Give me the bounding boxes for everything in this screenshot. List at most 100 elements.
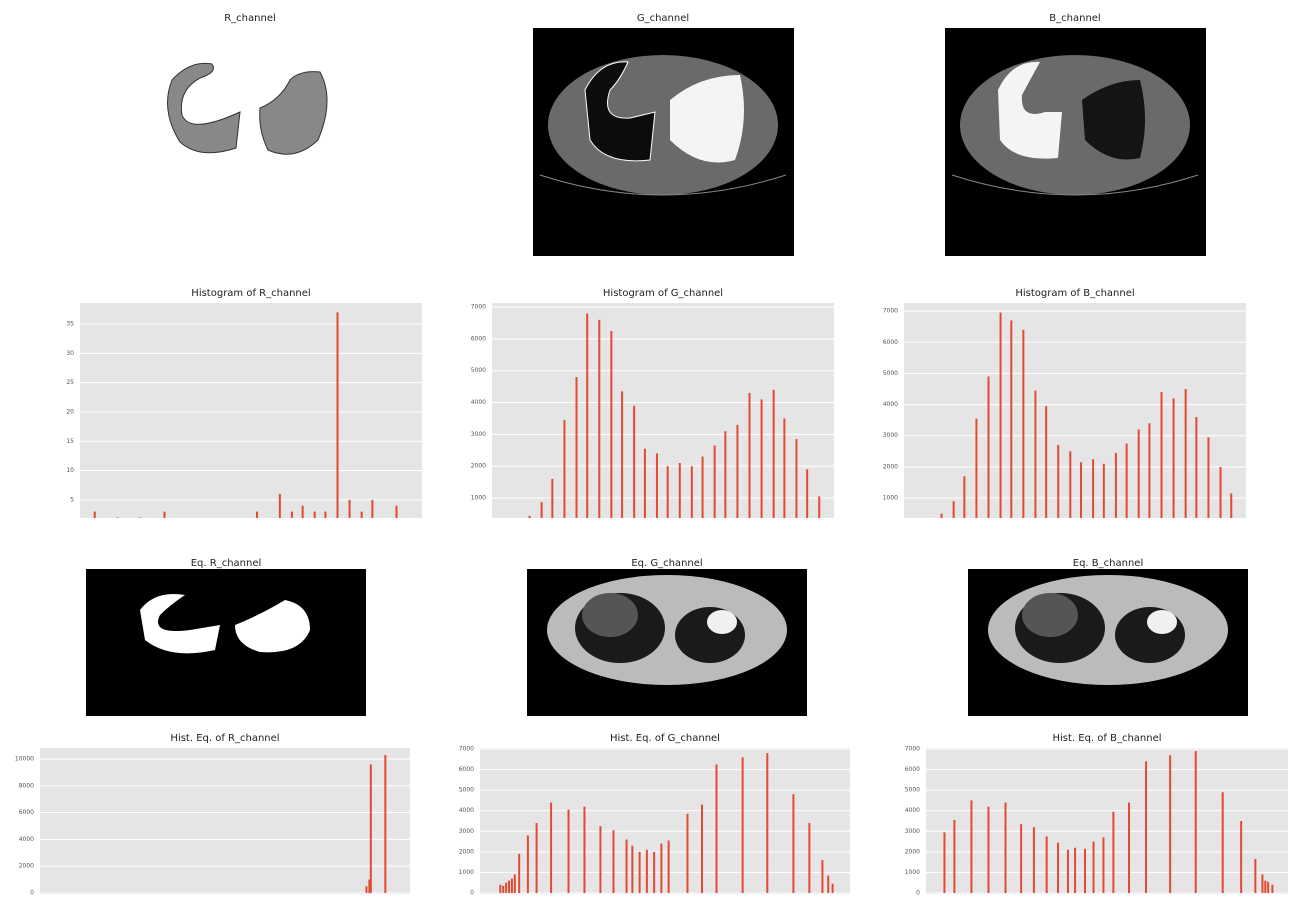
bar [626,840,628,893]
bar [529,516,531,518]
y-tick-label: 5000 [905,787,920,794]
bar [749,393,751,518]
image-r [168,63,328,154]
bar [371,500,373,518]
y-tick-label: 7000 [459,746,474,753]
bar [742,757,744,893]
bar [987,807,989,893]
bar [1261,874,1263,893]
bar [1240,821,1242,893]
bar [987,377,989,518]
bar [702,457,704,518]
bar [660,844,662,893]
bar [1057,445,1059,518]
panel-title: B_channel [1049,13,1100,24]
plot-area [40,748,410,894]
bar [795,439,797,518]
bar [1148,423,1150,518]
bar [1067,850,1069,893]
plot-area [492,303,834,518]
y-tick-label: 4000 [19,836,34,843]
bar [349,500,351,518]
bar [610,331,612,518]
image-eq-r [86,569,366,716]
bar [1034,391,1036,518]
bar [773,390,775,518]
bar [806,469,808,518]
y-tick-label: 6000 [471,335,486,342]
bar [941,514,943,518]
bar [1046,836,1048,893]
bar [1103,464,1105,518]
bar [551,479,553,518]
bar [518,854,520,893]
bar [943,832,945,893]
bar [686,814,688,893]
bar [1115,453,1117,518]
y-tick-label: 0 [916,889,920,896]
y-tick-label: 1000 [883,495,898,502]
bar [1069,451,1071,518]
bar [646,850,648,893]
bar [1022,330,1024,518]
bar [1112,812,1114,893]
chart-title: Histogram of B_channel [1015,288,1134,299]
y-tick-label: 10000 [15,755,34,762]
bar [527,835,529,893]
bar [94,512,96,518]
bar [667,466,669,518]
y-tick-label: 2000 [905,848,920,855]
y-tick-label: 5000 [459,787,474,794]
bar [783,418,785,518]
bar [1222,792,1224,893]
bar [631,846,633,893]
bar [279,494,281,518]
chart-title: Histogram of G_channel [603,288,723,299]
bar [724,431,726,518]
y-tick-label: 1000 [459,869,474,876]
y-tick-label: 10 [66,467,74,474]
y-tick-label: 3000 [883,432,898,439]
bar [679,463,681,518]
image-b [945,28,1206,256]
bar [396,506,398,518]
y-tick-label: 6000 [905,766,920,773]
bar [256,512,258,518]
bar [736,425,738,518]
y-tick-label: 20 [66,408,74,415]
bar [337,312,339,518]
bar [1220,467,1222,518]
y-tick-label: 4000 [459,807,474,814]
bar [653,852,655,893]
bar [612,830,614,893]
bar [550,802,552,892]
bar [818,496,820,518]
bar [1010,320,1012,518]
bar [514,874,516,893]
y-tick-label: 35 [66,321,74,328]
bar [644,449,646,518]
bar [502,886,504,893]
bar [302,506,304,518]
bar [505,883,507,893]
bar [314,512,316,518]
y-tick-label: 8000 [19,782,34,789]
bar [1254,859,1256,893]
bar [1173,398,1175,518]
y-tick-label: 2000 [471,463,486,470]
y-tick-label: 6000 [883,339,898,346]
bar [621,391,623,518]
y-tick-label: 5 [70,496,74,503]
bar [1045,406,1047,518]
bar [832,884,834,893]
y-tick-label: 1000 [905,869,920,876]
bar [1195,417,1197,518]
bar [1084,849,1086,893]
bar [827,875,829,892]
bar [633,406,635,518]
image-eq-b [968,569,1248,716]
bar [668,841,670,893]
y-tick-label: 25 [66,379,74,386]
bar [1057,843,1059,893]
bar [1033,827,1035,893]
